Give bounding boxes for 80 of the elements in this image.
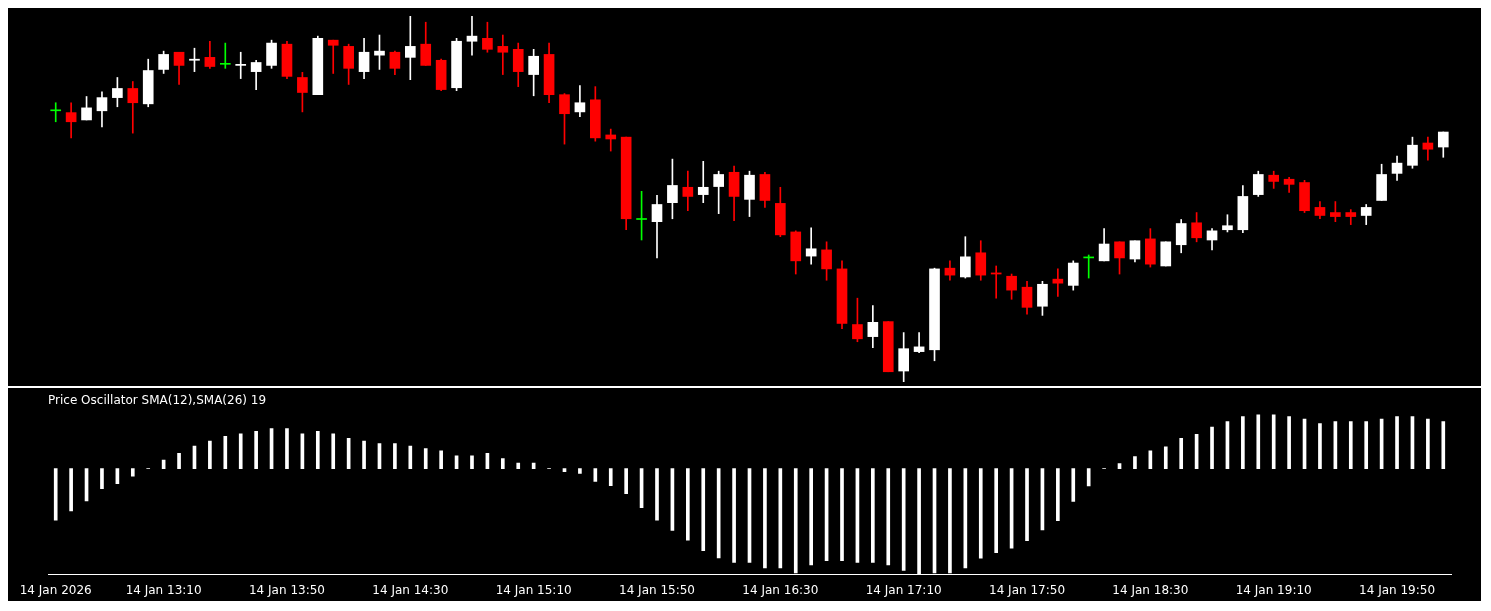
bar [423, 448, 428, 469]
bar [624, 468, 628, 495]
bar [1348, 421, 1353, 469]
bar [69, 468, 73, 512]
x-tick-label: 14 Jan 16:30 [742, 582, 819, 597]
bar [1163, 446, 1168, 469]
candlestick [235, 51, 247, 79]
bar [1071, 468, 1076, 502]
x-tick-label: 14 Jan 13:50 [248, 582, 325, 597]
bar [994, 468, 999, 554]
chart-title: Price Oscillator SMA(12),SMA(26) 19 [48, 393, 267, 408]
bar [1241, 416, 1245, 469]
bar [500, 458, 505, 469]
bar [393, 443, 397, 469]
x-tick-label: 14 Jan 17:10 [865, 582, 942, 597]
x-tick-label: 14 Jan 17:50 [989, 582, 1066, 597]
bar [208, 440, 212, 469]
bar [439, 450, 443, 469]
x-tick-label: 14 Jan 13:10 [125, 582, 202, 597]
x-tick-label: 14 Jan 19:50 [1359, 582, 1436, 597]
bar [1256, 414, 1261, 469]
bar [655, 468, 659, 521]
x-tick-label: 14 Jan 15:10 [495, 582, 572, 597]
candlestick [497, 34, 509, 75]
candlestick [404, 16, 416, 81]
bar [840, 468, 844, 562]
bar [562, 468, 567, 472]
x-tick-label: 14 Jan 15:50 [619, 582, 695, 597]
bar [362, 440, 366, 469]
x-tick-label: 14 Jan 19:10 [1235, 582, 1312, 597]
bar [1133, 456, 1137, 469]
candlestick [219, 42, 231, 69]
bar [608, 468, 613, 487]
bar [763, 468, 767, 569]
x-tick-label: 14 Jan 18:30 [1112, 582, 1189, 597]
bar [701, 468, 706, 552]
bar [1395, 416, 1399, 469]
bar [901, 468, 906, 571]
bar [238, 433, 243, 469]
candlestick [327, 39, 339, 74]
x-tick-label: 14 Jan 14:30 [372, 582, 449, 597]
bar [1318, 423, 1322, 469]
candlestick [805, 227, 817, 265]
bar [254, 430, 258, 469]
bar [223, 436, 228, 469]
bar [1426, 418, 1430, 469]
candlestick [697, 160, 709, 203]
bar [593, 468, 598, 482]
bar [809, 468, 813, 566]
x-tick-label: 14 Jan 2026 [19, 582, 92, 597]
bar [871, 468, 875, 563]
bar [1271, 414, 1276, 469]
bar [516, 462, 521, 469]
bar [1287, 416, 1291, 469]
bar [470, 455, 474, 469]
bar [1056, 468, 1060, 522]
bar [1210, 426, 1214, 469]
bar [315, 430, 320, 469]
bar [1025, 468, 1029, 541]
candlestick [466, 16, 478, 56]
bar [732, 468, 736, 563]
bar [978, 468, 983, 559]
bar [1441, 421, 1446, 469]
bar [1086, 468, 1091, 487]
bar [331, 433, 336, 469]
bar [285, 428, 289, 469]
bar [130, 468, 135, 477]
bar [578, 468, 582, 474]
bar [177, 452, 181, 469]
bar [917, 468, 921, 575]
bar [886, 468, 891, 566]
bar [408, 445, 413, 469]
candlestick [50, 102, 62, 123]
candlestick [682, 170, 694, 212]
candlestick [1052, 268, 1064, 297]
bar [686, 468, 690, 541]
bar [1364, 421, 1369, 469]
bar [1179, 438, 1184, 469]
bar [53, 468, 58, 521]
bar [100, 468, 104, 489]
